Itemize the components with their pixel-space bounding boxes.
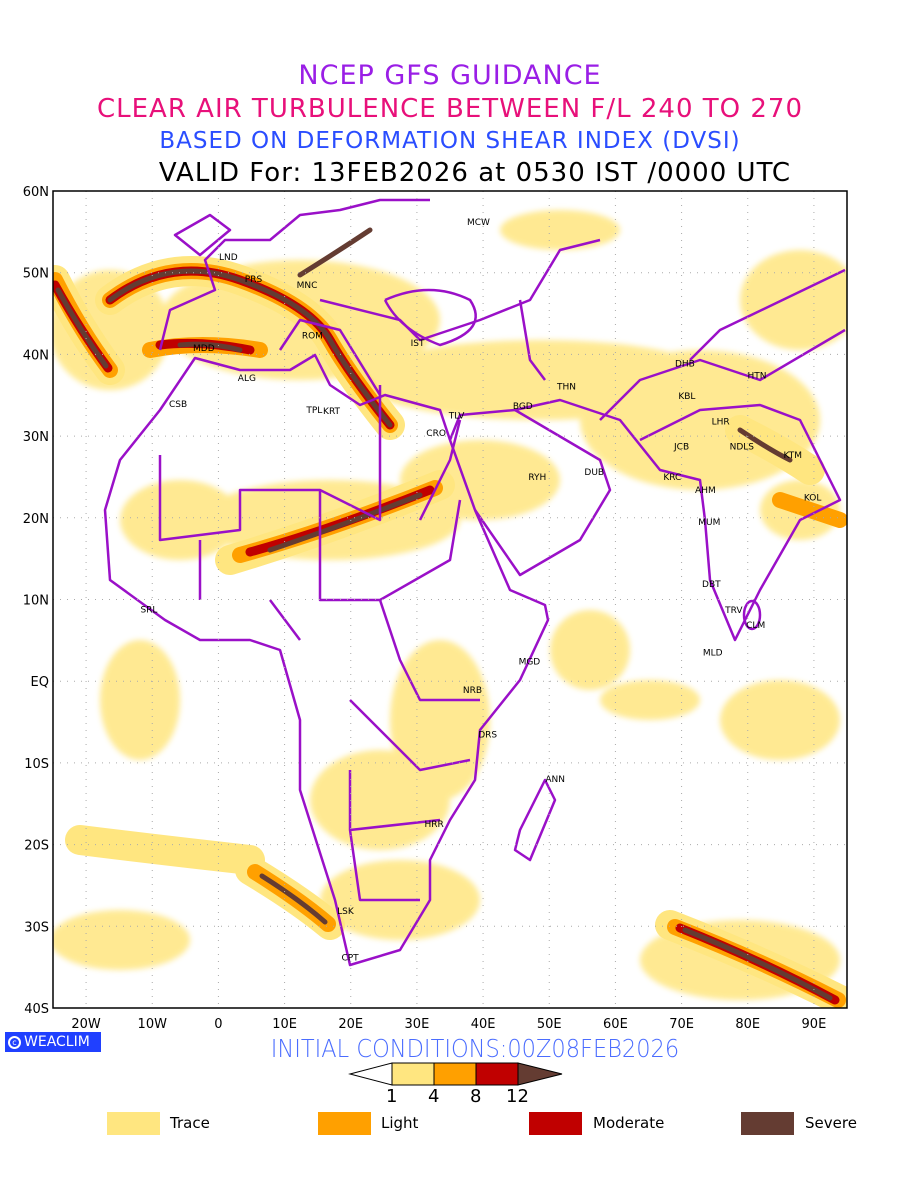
city-label: TLV bbox=[448, 412, 466, 422]
lon-tick-label: 40E bbox=[471, 1017, 496, 1032]
lat-tick-label: 60N bbox=[23, 185, 49, 200]
lon-tick-label: 10E bbox=[272, 1017, 297, 1032]
city-label: HRR bbox=[424, 820, 443, 830]
lon-tick-label: 20W bbox=[71, 1017, 101, 1032]
legend-label-moderate: Moderate bbox=[593, 1114, 665, 1132]
country-borders bbox=[103, 198, 846, 967]
title-model: NCEP GFS GUIDANCE bbox=[298, 60, 602, 91]
weaclim-logo: c WEACLIM bbox=[5, 1032, 101, 1052]
city-label: NRB bbox=[463, 686, 482, 696]
brand-text: WEACLIM bbox=[24, 1034, 90, 1050]
city-label: KRC bbox=[663, 473, 681, 483]
lon-tick-label: 20E bbox=[338, 1017, 363, 1032]
lat-tick-label: 40N bbox=[23, 348, 49, 363]
city-label: LSK bbox=[337, 907, 355, 917]
city-label: DHB bbox=[675, 359, 695, 369]
lon-tick-label: 80E bbox=[735, 1017, 760, 1032]
colorbar-label: 4 bbox=[428, 1086, 440, 1107]
city-label: KTM bbox=[784, 451, 802, 461]
lat-tick-label: 40S bbox=[24, 1002, 49, 1017]
jet-streaks bbox=[53, 227, 847, 1008]
lon-tick-label: 30E bbox=[405, 1017, 430, 1032]
axis-ticks: 60N 50N 40N 30N 20N 10N EQ 10S 20S 30S 40S 20W 10W 0 1… bbox=[23, 185, 827, 1032]
city-label: SRL bbox=[140, 605, 157, 615]
city-label: AHM bbox=[695, 486, 716, 496]
colorbar-box-moderate bbox=[475, 1062, 519, 1086]
city-label: KBL bbox=[678, 392, 695, 402]
city-label: TRV bbox=[724, 606, 743, 616]
lon-tick-label: 60E bbox=[603, 1017, 628, 1032]
city-label: LHR bbox=[712, 417, 730, 427]
city-label: MGD bbox=[519, 658, 541, 668]
city-label: NDLS bbox=[730, 443, 755, 453]
city-label: CPT bbox=[341, 953, 359, 963]
legend-swatch-severe bbox=[741, 1112, 794, 1135]
city-label: HTN bbox=[748, 372, 767, 382]
title-valid-time: VALID For: 13FEB2026 at 0530 IST /0000 U… bbox=[158, 158, 792, 188]
city-label: KOL bbox=[804, 493, 822, 503]
lat-tick-label: EQ bbox=[31, 675, 49, 690]
lat-tick-label: 10N bbox=[23, 594, 49, 609]
colorbar-under-arrow bbox=[348, 1062, 393, 1086]
legend-label-light: Light bbox=[381, 1114, 419, 1132]
lon-tick-label: 90E bbox=[802, 1017, 827, 1032]
city-label: DBT bbox=[702, 580, 721, 590]
city-label: MCW bbox=[467, 218, 490, 228]
colorbar-label: 8 bbox=[470, 1086, 482, 1107]
city-label: CRO bbox=[426, 429, 446, 439]
legend-label-trace: Trace bbox=[170, 1114, 210, 1132]
city-label: ALG bbox=[238, 374, 256, 384]
city-label: PRS bbox=[245, 275, 263, 285]
city-label: ROM bbox=[302, 332, 323, 342]
colorbar-box-light bbox=[433, 1062, 477, 1086]
lat-tick-label: 10S bbox=[24, 757, 49, 772]
colorbar bbox=[348, 1062, 563, 1086]
city-label: JCB bbox=[673, 443, 689, 453]
lon-tick-label: 70E bbox=[669, 1017, 694, 1032]
city-label: KRT bbox=[323, 407, 341, 417]
legend-label-severe: Severe bbox=[805, 1114, 857, 1132]
lon-tick-label: 10W bbox=[138, 1017, 168, 1032]
city-label: DRS bbox=[478, 730, 497, 740]
city-label: TPL bbox=[305, 406, 322, 416]
lat-tick-label: 30N bbox=[23, 430, 49, 445]
lat-tick-label: 50N bbox=[23, 267, 49, 282]
colorbar-label: 1 bbox=[386, 1086, 398, 1107]
legend-swatch-light bbox=[318, 1112, 371, 1135]
title-product: CLEAR AIR TURBULENCE BETWEEN F/L 240 TO … bbox=[96, 94, 804, 124]
city-label: MDD bbox=[193, 344, 215, 354]
city-label: CSB bbox=[169, 400, 187, 410]
city-label: RYH bbox=[528, 473, 546, 483]
copyright-icon: c bbox=[8, 1035, 21, 1049]
legend-swatch-trace bbox=[107, 1112, 160, 1135]
city-label: THN bbox=[556, 382, 576, 392]
city-label: MNC bbox=[297, 281, 318, 291]
title-method: BASED ON DEFORMATION SHEAR INDEX (DVSI) bbox=[159, 128, 741, 154]
lon-tick-label: 50E bbox=[537, 1017, 562, 1032]
initial-conditions: INITIAL CONDITIONS:00Z08FEB2026 bbox=[270, 1034, 680, 1063]
city-label: CLM bbox=[746, 621, 765, 631]
lat-tick-label: 20N bbox=[23, 512, 49, 527]
city-label: IST bbox=[411, 339, 425, 349]
city-label: MLD bbox=[703, 649, 723, 659]
lat-tick-label: 30S bbox=[24, 920, 49, 935]
colorbar-box-trace bbox=[391, 1062, 435, 1086]
city-label: BGD bbox=[513, 402, 533, 412]
map-frame bbox=[52, 190, 848, 1009]
colorbar-label: 12 bbox=[506, 1086, 529, 1107]
lat-tick-label: 20S bbox=[24, 839, 49, 854]
city-label: MUM bbox=[698, 518, 720, 528]
city-label: DUB bbox=[584, 468, 604, 478]
legend-swatch-moderate bbox=[529, 1112, 582, 1135]
colorbar-over-arrow bbox=[517, 1062, 563, 1086]
city-label: LND bbox=[219, 253, 238, 263]
lon-tick-label: 0 bbox=[214, 1017, 222, 1032]
city-label: ANN bbox=[545, 775, 565, 785]
